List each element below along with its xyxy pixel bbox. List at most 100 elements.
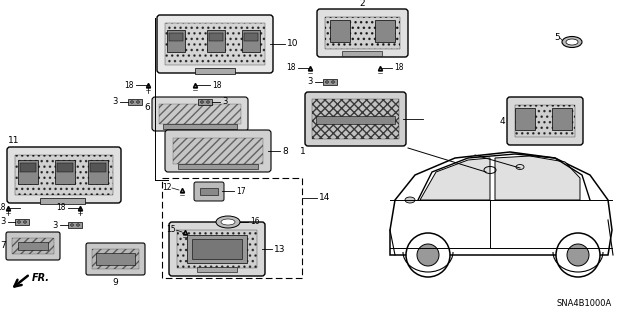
Bar bbox=[195, 68, 235, 74]
Bar bbox=[207, 30, 225, 52]
Text: 2: 2 bbox=[359, 0, 365, 8]
Bar bbox=[90, 163, 106, 172]
Text: 18: 18 bbox=[125, 80, 134, 90]
Bar bbox=[312, 99, 399, 139]
Ellipse shape bbox=[131, 101, 134, 103]
Text: 4: 4 bbox=[499, 116, 505, 125]
Polygon shape bbox=[420, 158, 490, 200]
Bar bbox=[18, 242, 48, 250]
Bar bbox=[330, 20, 350, 42]
Text: 18: 18 bbox=[56, 204, 66, 212]
Polygon shape bbox=[495, 156, 580, 200]
Text: 3: 3 bbox=[1, 218, 6, 226]
Ellipse shape bbox=[24, 221, 26, 223]
Bar bbox=[167, 30, 185, 52]
Text: 11: 11 bbox=[8, 136, 19, 145]
Text: 3: 3 bbox=[52, 220, 58, 229]
Ellipse shape bbox=[566, 39, 578, 45]
Text: 1: 1 bbox=[300, 147, 306, 156]
Text: 18: 18 bbox=[287, 63, 296, 72]
Bar bbox=[242, 30, 260, 52]
Circle shape bbox=[567, 244, 589, 266]
Ellipse shape bbox=[200, 101, 204, 103]
Text: 3: 3 bbox=[113, 98, 118, 107]
Text: 10: 10 bbox=[287, 40, 298, 48]
Bar bbox=[165, 23, 265, 65]
Bar bbox=[342, 51, 382, 56]
Bar bbox=[375, 20, 395, 42]
FancyBboxPatch shape bbox=[507, 97, 583, 145]
Ellipse shape bbox=[136, 101, 140, 103]
Ellipse shape bbox=[17, 221, 20, 223]
Ellipse shape bbox=[562, 36, 582, 48]
Bar bbox=[15, 155, 113, 195]
Text: 15: 15 bbox=[166, 226, 176, 234]
Bar bbox=[88, 160, 108, 184]
Bar bbox=[515, 105, 575, 137]
FancyBboxPatch shape bbox=[7, 147, 121, 203]
Bar bbox=[92, 249, 139, 269]
Ellipse shape bbox=[405, 197, 415, 203]
Text: 16: 16 bbox=[250, 218, 260, 226]
Text: 9: 9 bbox=[112, 278, 118, 287]
Bar bbox=[177, 230, 257, 268]
Bar bbox=[325, 17, 400, 49]
Text: 3: 3 bbox=[222, 98, 227, 107]
FancyBboxPatch shape bbox=[86, 243, 145, 275]
Ellipse shape bbox=[216, 216, 240, 228]
Bar bbox=[57, 163, 73, 172]
Bar bbox=[55, 160, 75, 184]
Bar bbox=[197, 267, 237, 272]
Bar bbox=[12, 238, 54, 254]
Text: 18: 18 bbox=[212, 80, 221, 90]
Text: 14: 14 bbox=[319, 194, 330, 203]
Bar bbox=[198, 99, 212, 105]
FancyBboxPatch shape bbox=[305, 92, 406, 146]
Ellipse shape bbox=[332, 81, 335, 83]
Bar bbox=[192, 239, 242, 259]
Text: 3: 3 bbox=[308, 78, 313, 86]
Bar bbox=[187, 235, 247, 263]
FancyBboxPatch shape bbox=[194, 182, 224, 201]
Bar bbox=[552, 108, 572, 130]
Circle shape bbox=[556, 233, 600, 277]
Text: 18: 18 bbox=[0, 204, 6, 212]
FancyBboxPatch shape bbox=[169, 222, 265, 276]
FancyBboxPatch shape bbox=[6, 232, 60, 260]
Text: 12: 12 bbox=[163, 183, 172, 192]
FancyBboxPatch shape bbox=[317, 9, 408, 57]
Bar bbox=[20, 163, 36, 172]
Bar bbox=[173, 138, 263, 164]
Text: 13: 13 bbox=[274, 244, 285, 254]
Bar bbox=[68, 222, 82, 228]
Bar bbox=[323, 79, 337, 85]
Bar bbox=[96, 253, 135, 265]
Bar bbox=[40, 198, 85, 204]
Text: 7: 7 bbox=[0, 241, 6, 250]
Bar bbox=[244, 33, 258, 41]
Bar bbox=[162, 178, 302, 278]
Bar bbox=[200, 188, 218, 195]
Text: 5: 5 bbox=[554, 33, 560, 42]
Bar bbox=[209, 33, 223, 41]
Polygon shape bbox=[390, 152, 612, 255]
Bar bbox=[163, 124, 237, 129]
Bar bbox=[169, 33, 183, 41]
Circle shape bbox=[406, 233, 450, 277]
Bar bbox=[128, 99, 142, 105]
Text: 6: 6 bbox=[144, 103, 150, 113]
Bar bbox=[178, 164, 258, 169]
Ellipse shape bbox=[207, 101, 209, 103]
FancyBboxPatch shape bbox=[152, 97, 248, 131]
FancyBboxPatch shape bbox=[165, 130, 271, 172]
Text: SNA4B1000A: SNA4B1000A bbox=[557, 299, 612, 308]
Ellipse shape bbox=[326, 81, 328, 83]
Bar bbox=[515, 108, 535, 130]
Ellipse shape bbox=[77, 224, 79, 226]
Bar bbox=[15, 219, 29, 225]
Text: 17: 17 bbox=[236, 187, 246, 196]
Bar bbox=[159, 104, 241, 124]
Text: 18: 18 bbox=[394, 63, 403, 72]
Circle shape bbox=[417, 244, 439, 266]
Ellipse shape bbox=[221, 219, 235, 225]
